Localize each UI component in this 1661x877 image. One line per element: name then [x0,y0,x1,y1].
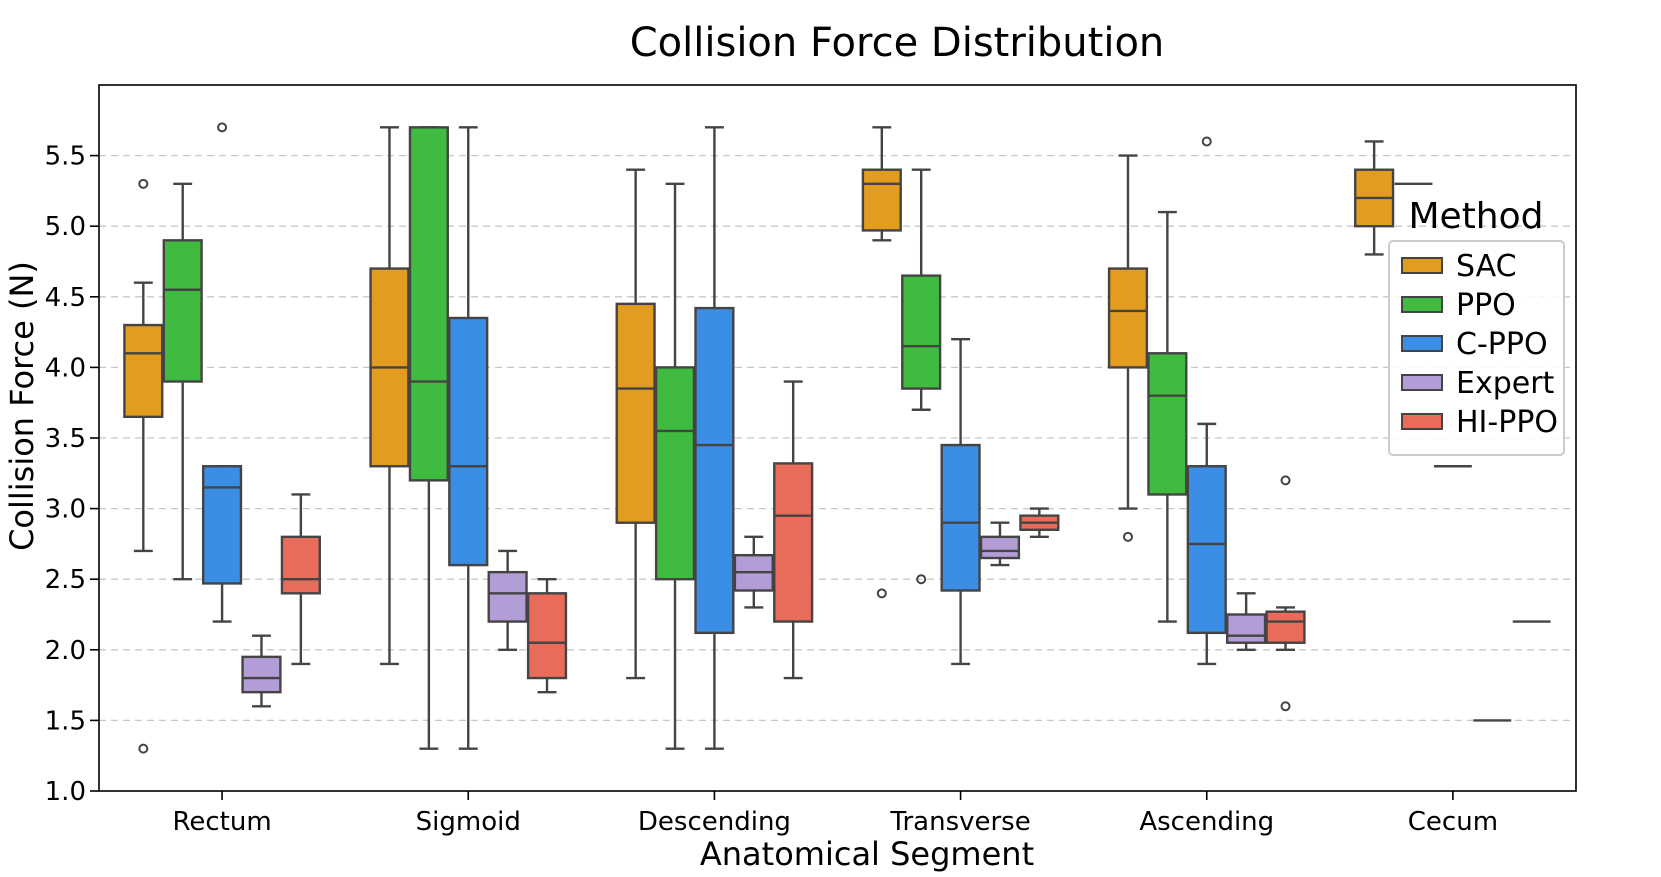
box-iqr [162,239,203,383]
box-ppo-descending [654,182,696,750]
y-tick-label: 5.5 [45,142,86,172]
box-iqr [694,306,735,635]
legend-label-ppo: PPO [1456,288,1516,323]
legend: Method SAC PPO C-PPO Expert HI-PPO [1388,196,1565,456]
y-tick-label: 3.5 [45,424,86,454]
box-iqr [241,655,282,694]
box-expert-sigmoid [487,549,528,651]
box-iqr [526,592,568,680]
legend-label-hi-ppo: HI-PPO [1456,405,1558,440]
box-ppo-transverse [901,168,942,585]
y-axis-label: Collision Force (N) [3,261,41,551]
x-axis-ticks: Rectum Sigmoid Descending Transverse Ascendi… [172,791,1498,837]
box-hi-ppo-descending [773,380,814,680]
box-c-ppo-sigmoid [448,126,489,750]
legend-swatch-hi-ppo [1401,413,1443,430]
box-expert-transverse [979,521,1021,567]
box-c-ppo-ascending [1186,136,1227,666]
box-expert-ascending [1226,592,1267,651]
y-axis-ticks: 1.0 1.5 2.0 2.5 3.0 3.5 4.0 4.5 5.0 5.5 [45,142,99,807]
box-iqr [280,535,321,595]
box-iqr [654,366,696,581]
box-iqr [1147,352,1188,496]
box-c-ppo-rectum [201,122,243,623]
legend-title: Method [1408,196,1543,237]
box-sac-rectum [123,178,164,754]
box-iqr [615,302,656,524]
box-iqr [487,570,528,623]
box-expert-rectum [241,634,282,708]
box-iqr [448,316,489,567]
box-sac-sigmoid [369,126,410,666]
outlier-point [1122,531,1133,542]
box-expert-descending [733,535,774,609]
gridlines [99,154,1576,722]
box-iqr [1265,610,1306,644]
outlier-point [138,743,149,754]
y-tick-label: 3.0 [45,495,86,525]
box-c-ppo-descending [694,126,735,750]
box-iqr [940,443,981,592]
outlier-point [138,178,149,189]
box-ppo-ascending [1147,210,1188,623]
legend-swatch-sac [1401,257,1443,274]
y-tick-label: 5.0 [45,212,86,242]
box-sac-descending [615,168,656,680]
box-iqr [1186,465,1227,635]
outlier-point [1201,136,1212,147]
x-tick-label: Ascending [1139,807,1274,837]
box-hi-ppo-transverse [1019,507,1060,539]
box-series [123,122,1551,754]
x-tick-label: Sigmoid [416,807,521,837]
legend-frame [1388,240,1565,456]
box-hi-ppo-sigmoid [526,578,568,694]
box-sac-transverse [861,126,902,599]
legend-swatch-ppo [1401,296,1443,313]
box-iqr [408,126,449,482]
box-sac-cecum [1354,140,1395,256]
box-iqr [1107,267,1149,369]
x-axis-label: Anatomical Segment [700,835,1034,873]
outlier-point [1280,475,1291,486]
box-iqr [979,535,1021,560]
box-c-ppo-transverse [940,337,981,666]
x-tick-label: Transverse [889,807,1030,837]
chart-title: Collision Force Distribution [630,20,1165,66]
y-tick-label: 4.5 [45,283,86,313]
box-hi-ppo-ascending [1265,475,1306,712]
legend-swatch-c-ppo [1401,335,1443,352]
y-tick-label: 1.0 [45,777,86,807]
box-hi-ppo-rectum [280,493,321,666]
outlier-point [916,574,927,585]
outlier-point [876,588,887,599]
y-tick-label: 4.0 [45,353,86,383]
box-ppo-rectum [162,182,203,581]
legend-label-expert: Expert [1456,366,1555,401]
box-iqr [861,168,902,232]
x-tick-label: Descending [638,807,791,837]
y-tick-label: 2.5 [45,565,86,595]
legend-label-c-ppo: C-PPO [1456,327,1548,362]
box-sac-ascending [1107,154,1149,542]
box-iqr [1226,613,1267,644]
y-tick-label: 2.0 [45,636,86,666]
outlier-point [217,122,228,133]
box-iqr [773,462,814,623]
box-iqr [901,274,942,390]
box-iqr [123,323,164,419]
outlier-point [1280,701,1291,712]
box-ppo-sigmoid [408,126,449,750]
x-tick-label: Cecum [1408,807,1498,837]
legend-label-sac: SAC [1456,249,1517,284]
y-tick-label: 1.5 [45,706,86,736]
x-tick-label: Rectum [172,807,271,837]
box-iqr [201,465,243,585]
legend-swatch-expert [1401,374,1443,391]
